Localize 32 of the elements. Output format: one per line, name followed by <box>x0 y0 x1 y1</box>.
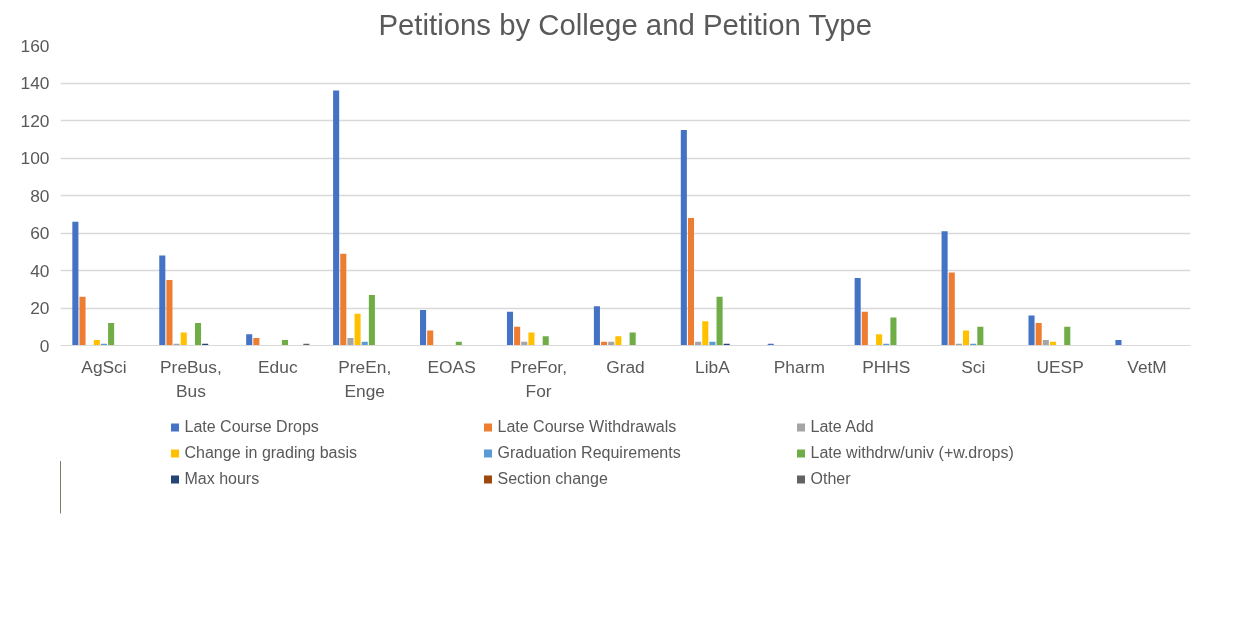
legend-label: Late Course Drops <box>184 418 320 436</box>
x-tick-label: Sci <box>961 356 986 377</box>
y-tick-label: 0 <box>39 335 50 356</box>
y-tick-label: 100 <box>20 148 50 168</box>
x-tick-label: VetM <box>1127 356 1167 377</box>
x-tick-label: EOAS <box>427 356 476 377</box>
y-tick-label: 140 <box>20 73 50 93</box>
chart-title: Petitions by College and Petition Type <box>378 7 872 41</box>
y-tick-label: 60 <box>30 223 50 243</box>
x-tick-label: Pharm <box>773 356 825 377</box>
legend-label: Late Course Withdrawals <box>497 418 678 436</box>
legend-label: Graduation Requirements <box>497 444 682 462</box>
x-tick-label: PreBus, Bus <box>160 356 222 401</box>
legend-label: Late withdrw/univ (+w.drops) <box>810 444 1015 462</box>
x-tick-label: Educ <box>258 356 298 377</box>
legend-label: Max hours <box>184 470 261 488</box>
y-tick-label: 20 <box>30 298 50 318</box>
y-tick-label: 80 <box>30 185 50 206</box>
x-tick-label: LibA <box>695 356 731 377</box>
legend-label: Change in grading basis <box>184 444 359 462</box>
legend-label: Section change <box>497 470 609 488</box>
x-tick-label: PreFor, For <box>510 356 567 401</box>
x-tick-label: Grad <box>606 356 645 377</box>
legend-label: Other <box>810 470 852 488</box>
x-tick-label: PHHS <box>862 356 911 377</box>
y-tick-label: 40 <box>30 260 50 281</box>
x-tick-label: UESP <box>1036 356 1084 377</box>
x-tick-label: PreEn, Enge <box>338 356 392 401</box>
y-tick-label: 160 <box>20 35 50 56</box>
x-tick-label: AgSci <box>81 356 127 377</box>
y-tick-label: 120 <box>20 110 50 131</box>
legend-label: Late Add <box>810 418 875 436</box>
